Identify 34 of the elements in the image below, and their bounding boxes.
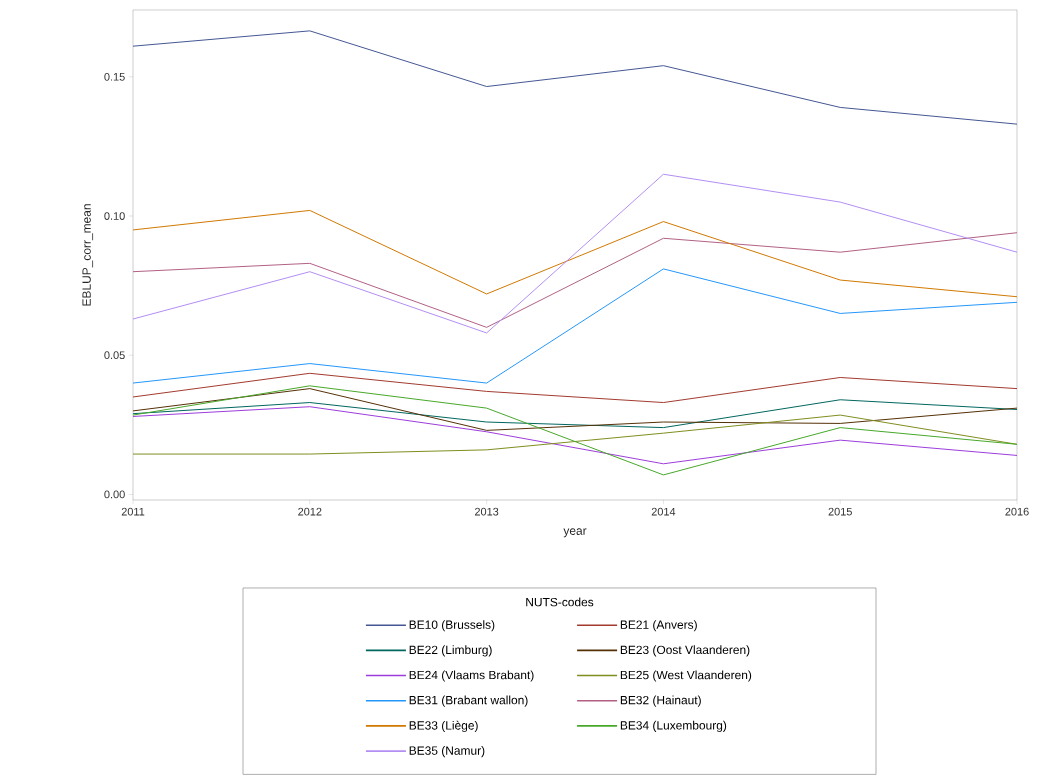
legend-label: BE24 (Vlaams Brabant) <box>409 670 534 682</box>
legend-label: BE10 (Brussels) <box>409 620 495 632</box>
legend-label: BE31 (Brabant wallon) <box>409 695 528 707</box>
y-tick-label: 0.00 <box>104 490 125 499</box>
legend-label: BE23 (Oost Vlaanderen) <box>620 645 750 657</box>
line-series <box>132 30 1018 125</box>
x-tick-label: 2015 <box>828 507 852 516</box>
y-tick-label: 0.15 <box>104 72 125 81</box>
legend-label: BE25 (West Vlaanderen) <box>620 670 752 682</box>
line-series <box>132 385 1018 476</box>
line-series <box>132 209 1018 298</box>
line-series <box>132 406 1018 465</box>
x-tick-label: 2012 <box>298 507 322 516</box>
x-tick-label: 2014 <box>651 507 676 516</box>
y-tick-label: 0.05 <box>104 351 125 360</box>
legend-label: BE33 (Liège) <box>409 720 478 733</box>
legend-label: BE22 (Limburg) <box>409 645 492 657</box>
x-axis-title: year <box>563 528 587 538</box>
x-tick-label: 2016 <box>1005 507 1029 516</box>
line-series <box>132 388 1018 431</box>
legend-label: BE34 (Luxembourg) <box>620 720 727 732</box>
line-series <box>132 268 1018 384</box>
legend-label: BE32 (Hainaut) <box>620 695 701 707</box>
line-series <box>132 173 1018 334</box>
line-series <box>132 232 1018 328</box>
legend-label: BE21 (Anvers) <box>620 620 697 632</box>
x-tick-label: 2013 <box>474 507 499 516</box>
y-axis-title: EBLUP_corr_mean <box>82 204 94 306</box>
line-series <box>132 372 1018 404</box>
x-tick-label: 2011 <box>121 507 145 516</box>
line-series <box>132 399 1018 429</box>
legend-title: NUTS-codes <box>526 597 594 607</box>
y-tick-label: 0.10 <box>104 212 125 220</box>
legend-label: BE35 (Namur) <box>409 746 485 758</box>
